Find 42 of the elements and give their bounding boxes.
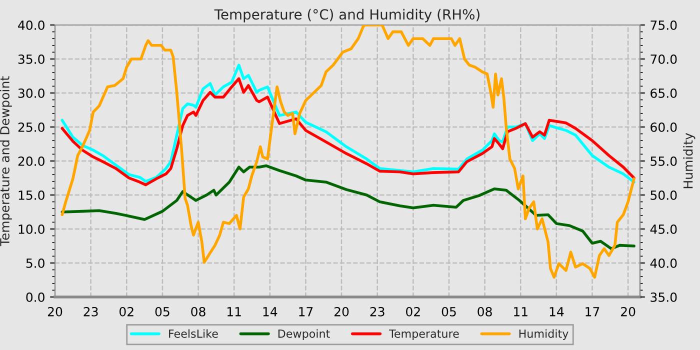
legend-label: Temperature <box>389 330 459 340</box>
y2-tick-label: 60.0 <box>650 122 677 132</box>
x-tick-label: 08 <box>191 306 206 316</box>
x-tick-label: 20 <box>334 306 349 316</box>
x-tick-label: 23 <box>370 306 384 316</box>
y-tick-label: 25.0 <box>18 122 44 132</box>
x-tick-label: 11 <box>228 307 241 316</box>
chart-title: Temperature (°C) and Humidity (RH%) <box>214 8 480 22</box>
x-tick-label: 05 <box>155 306 170 316</box>
y2-tick-label: 35.0 <box>650 292 677 302</box>
legend-label: Humidity <box>519 329 568 340</box>
y2-tick-label: 45.0 <box>650 224 677 234</box>
x-tick-label: 17 <box>586 307 600 316</box>
y2-tick-label: 50.0 <box>650 190 677 200</box>
y-tick-label: 10.0 <box>18 224 44 234</box>
y-tick-label: 5.0 <box>26 258 44 268</box>
x-tick-label: 17 <box>299 307 313 316</box>
y2-tick-label: 55.0 <box>650 156 677 166</box>
x-tick-label: 20 <box>48 306 62 316</box>
x-tick-label: 08 <box>478 306 492 316</box>
y-tick-label: 0.0 <box>26 292 44 302</box>
y-tick-label: 35.0 <box>18 54 44 64</box>
legend-label: Dewpoint <box>278 329 330 340</box>
x-tick-label: 20 <box>621 306 636 316</box>
x-tick-label: 23 <box>84 306 98 316</box>
y2-tick-label: 75.0 <box>650 20 677 30</box>
y-axis-title: Temperature and Dewpoint <box>0 76 12 246</box>
x-tick-label: 02 <box>406 306 420 316</box>
y2-tick-label: 70.0 <box>650 54 677 64</box>
legend-label: FeelsLike <box>169 329 218 338</box>
x-tick-label: 11 <box>514 307 528 316</box>
x-tick-label: 05 <box>442 306 456 316</box>
x-tick-label: 14 <box>550 307 564 316</box>
y-tick-label: 15.0 <box>18 190 44 200</box>
x-tick-label: 02 <box>120 306 134 316</box>
y-tick-label: 30.0 <box>18 88 44 98</box>
y2-axis-title: Humidity <box>683 133 696 188</box>
x-tick-label: 14 <box>263 307 278 316</box>
y2-tick-label: 40.0 <box>650 258 677 268</box>
y2-tick-label: 65.0 <box>650 88 677 98</box>
y-tick-label: 20.0 <box>18 156 44 166</box>
y-tick-label: 40.0 <box>18 20 44 30</box>
